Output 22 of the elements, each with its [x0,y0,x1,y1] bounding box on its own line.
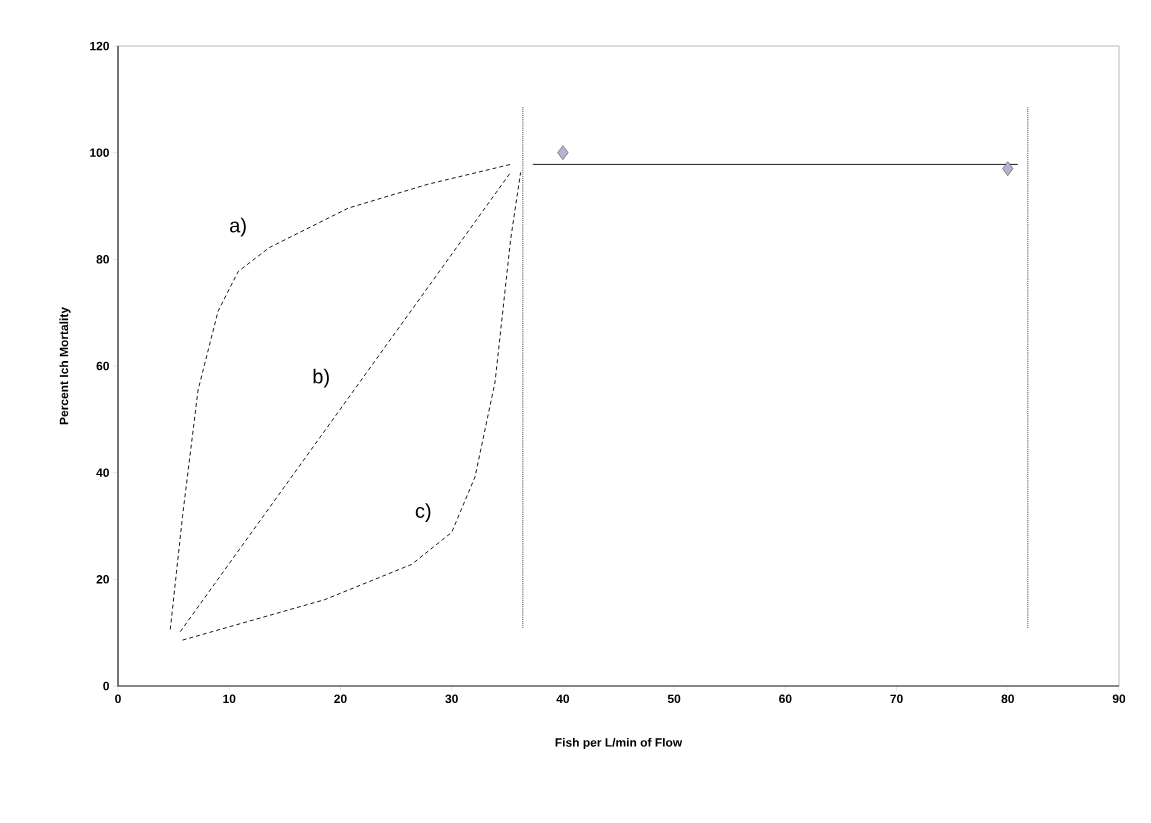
x-tick-label: 30 [445,694,458,704]
y-tick-label: 80 [96,255,109,264]
x-axis-title: Fish per L/min of Flow [555,737,683,750]
x-tick-label: 50 [667,694,681,704]
x-tick-label: 10 [223,694,236,704]
annotation: a) [230,217,246,237]
y-tick-label: 40 [96,468,109,477]
y-tick-label: 120 [90,41,109,51]
y-tick-label: 60 [96,361,109,371]
x-tick-label: 80 [1001,694,1014,704]
annotation: c) [415,503,431,522]
y-tick-label: 0 [103,681,109,691]
x-tick-label: 90 [1112,694,1126,704]
x-tick-label: 40 [556,694,570,704]
x-tick-label: 60 [779,694,792,704]
x-tick-label: 0 [115,694,121,704]
x-tick-label: 20 [334,694,347,704]
y-tick-label: 100 [90,148,109,157]
annotation: b) [313,368,329,388]
y-tick-label: 20 [96,575,109,584]
x-tick-label: 70 [890,694,903,704]
y-axis-title: Percent Ich Mortality [59,307,71,425]
